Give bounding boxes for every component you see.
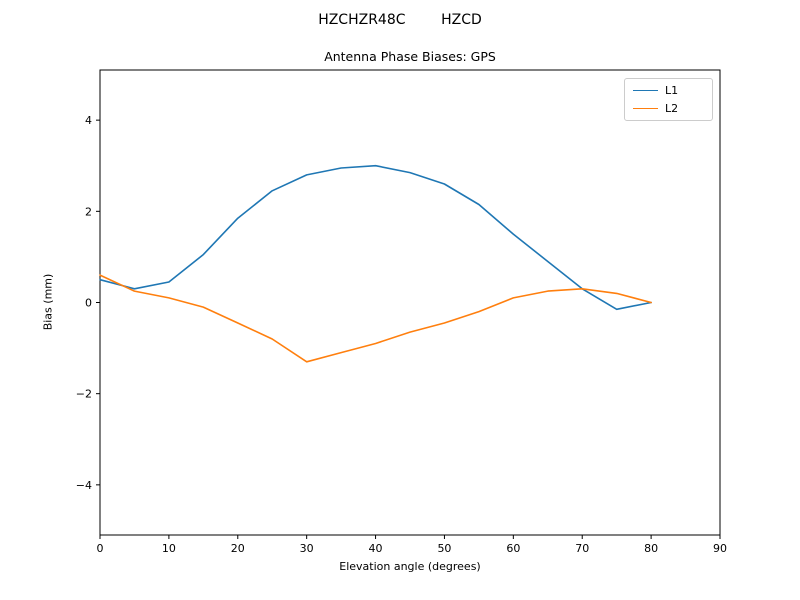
legend-entry-l1: L1 bbox=[633, 84, 703, 97]
axes-frame bbox=[99, 69, 721, 536]
y-tick-label: −4 bbox=[76, 479, 92, 492]
y-tick-label: 4 bbox=[85, 114, 92, 127]
legend-line-l2 bbox=[633, 108, 658, 109]
x-tick-label: 10 bbox=[162, 542, 176, 555]
chart-title: Antenna Phase Biases: GPS bbox=[324, 49, 496, 64]
y-tick-label: 0 bbox=[85, 297, 92, 310]
legend-line-l1 bbox=[633, 90, 658, 91]
legend-label-l2: L2 bbox=[665, 102, 679, 115]
x-tick-label: 70 bbox=[575, 542, 589, 555]
figure-suptitle: HZCHZR48C HZCD bbox=[318, 12, 482, 28]
series-line-l1 bbox=[99, 164, 652, 311]
y-tick-label: 2 bbox=[85, 205, 92, 218]
x-axis-label: Elevation angle (degrees) bbox=[339, 560, 481, 573]
x-tick-label: 80 bbox=[644, 542, 658, 555]
legend: L1 L2 bbox=[624, 78, 713, 121]
series-line-l2 bbox=[99, 274, 652, 363]
x-tick-label: 30 bbox=[300, 542, 314, 555]
x-tick-label: 20 bbox=[231, 542, 245, 555]
x-tick-label: 0 bbox=[97, 542, 104, 555]
x-tick-label: 40 bbox=[369, 542, 383, 555]
y-tick-label: −2 bbox=[76, 388, 92, 401]
legend-label-l1: L1 bbox=[665, 84, 679, 97]
x-tick-label: 50 bbox=[437, 542, 451, 555]
x-tick-label: 90 bbox=[713, 542, 727, 555]
x-tick-label: 60 bbox=[506, 542, 520, 555]
legend-entry-l2: L2 bbox=[633, 102, 703, 115]
